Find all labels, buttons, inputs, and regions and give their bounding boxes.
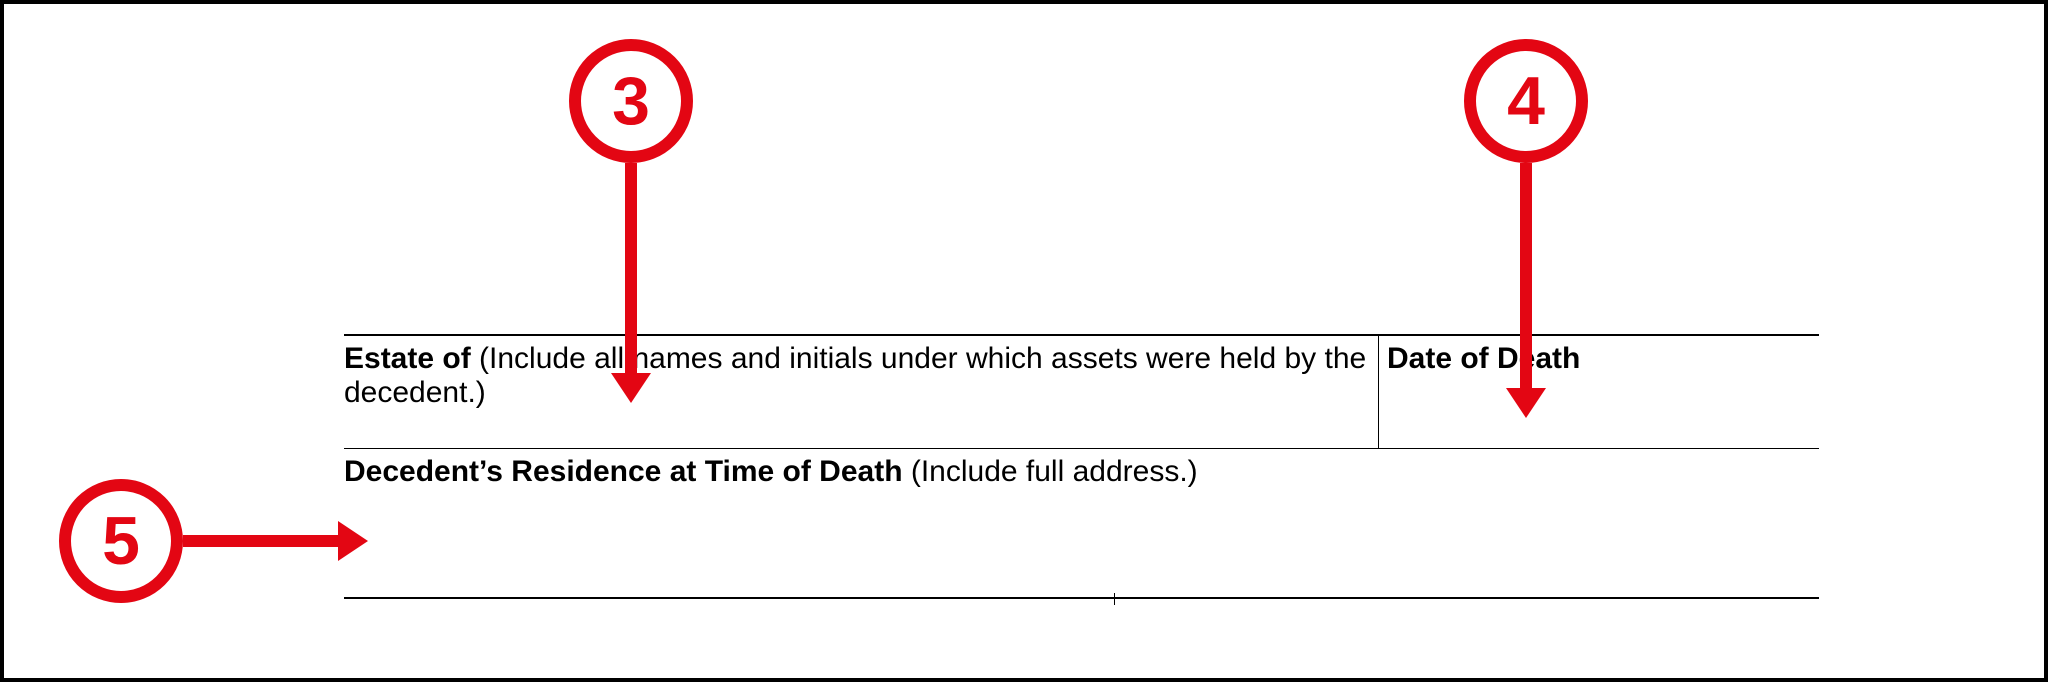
callout-5-number: 5 bbox=[102, 502, 140, 580]
callout-3: 3 bbox=[569, 39, 693, 163]
document-frame: Estate of (Include all names and initial… bbox=[0, 0, 2048, 682]
estate-of-cell: Estate of (Include all names and initial… bbox=[344, 336, 1379, 448]
estate-of-label-bold: Estate of bbox=[344, 342, 471, 375]
callout-4-circle: 4 bbox=[1464, 39, 1588, 163]
callout-5-arrow-head bbox=[338, 521, 368, 561]
callout-5: 5 bbox=[59, 479, 183, 603]
date-of-death-cell: Date of Death bbox=[1379, 336, 1819, 448]
callout-4: 4 bbox=[1464, 39, 1588, 163]
callout-5-circle: 5 bbox=[59, 479, 183, 603]
estate-of-label-rest: (Include all names and initials under wh… bbox=[344, 342, 1366, 409]
callout-3-arrow-line bbox=[625, 163, 637, 373]
bottom-tick-mark bbox=[1114, 593, 1115, 605]
callout-4-arrow-head bbox=[1506, 388, 1546, 418]
callout-3-circle: 3 bbox=[569, 39, 693, 163]
callout-3-number: 3 bbox=[612, 62, 650, 140]
callout-3-arrow-head bbox=[611, 373, 651, 403]
callout-5-arrow-line bbox=[183, 535, 338, 547]
form-row-1: Estate of (Include all names and initial… bbox=[344, 334, 1819, 449]
callout-4-number: 4 bbox=[1507, 62, 1545, 140]
form-table: Estate of (Include all names and initial… bbox=[344, 334, 1819, 599]
date-of-death-label: Date of Death bbox=[1387, 342, 1580, 375]
callout-4-arrow-line bbox=[1520, 163, 1532, 388]
residence-label-rest: (Include full address.) bbox=[903, 455, 1198, 488]
residence-label-bold: Decedent’s Residence at Time of Death bbox=[344, 455, 903, 488]
form-row-2: Decedent’s Residence at Time of Death (I… bbox=[344, 449, 1819, 599]
